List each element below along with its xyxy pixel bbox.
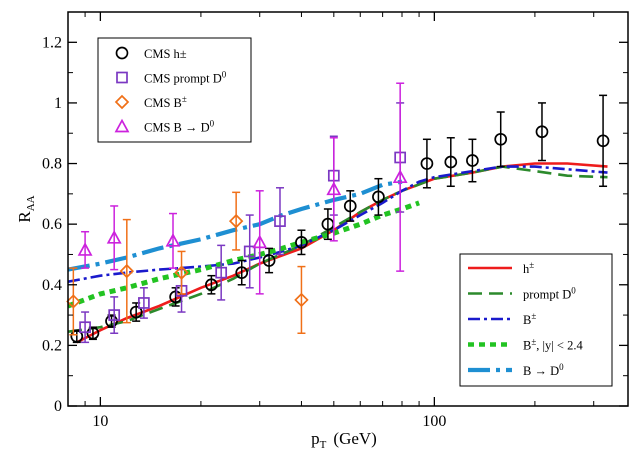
legend-label: B± — [523, 311, 536, 327]
data-point — [129, 305, 143, 319]
axes: 0 0.2 0.4 0.6 0.8 1 1.2 10 100 — [42, 12, 628, 430]
x-tick-label: 100 — [422, 413, 446, 430]
y-tick-label: 0.2 — [42, 337, 62, 354]
y-tick-label: 0 — [54, 398, 62, 415]
data-point — [294, 292, 309, 308]
legend-marker — [115, 46, 129, 60]
legend-marker — [114, 94, 130, 110]
legend-model-curves: h± prompt D0 B± B±, |y| < 2.4 B → D0 — [459, 253, 613, 387]
data-point — [326, 181, 342, 196]
data-point — [86, 326, 100, 340]
data-point — [274, 215, 286, 227]
data-point — [494, 132, 508, 146]
data-point — [66, 294, 81, 309]
data-point — [420, 157, 434, 170]
y-tick-label: 0.8 — [42, 156, 62, 173]
y-tick-label: 1 — [54, 95, 62, 112]
point-series-2 — [66, 191, 309, 336]
point-series-0 — [70, 94, 610, 344]
data-point — [205, 278, 218, 292]
data-point — [70, 329, 84, 343]
data-point — [119, 263, 135, 279]
data-point — [77, 242, 93, 256]
data-point — [343, 199, 357, 213]
legend-label: CMS B± — [144, 94, 187, 110]
legend-label: CMS B → D0 — [144, 119, 215, 135]
y-tick-label: 0.4 — [42, 277, 62, 294]
data-point — [372, 190, 385, 204]
y-tick-label: 0.6 — [42, 216, 62, 233]
data-point — [106, 230, 122, 244]
data-point — [596, 134, 610, 148]
legend-data-points: CMS h± CMS prompt D0 CMS B± CMS B → D0 — [97, 37, 252, 143]
data-points — [66, 82, 610, 344]
data-point — [165, 233, 181, 247]
y-tick-label: 1.2 — [42, 34, 62, 51]
data-point — [215, 266, 228, 279]
data-point — [108, 309, 121, 321]
x-tick-label: 10 — [92, 413, 108, 430]
data-point — [174, 265, 189, 280]
y-axis-title: RAA — [15, 195, 37, 222]
data-point — [444, 155, 458, 169]
x-axis-title: pT (GeV) — [311, 429, 377, 451]
legend-label: B±, |y| < 2.4 — [523, 337, 583, 353]
data-point — [138, 297, 150, 309]
legend-marker — [114, 118, 130, 133]
data-point — [262, 254, 276, 267]
model-curve-3 — [68, 200, 420, 309]
data-point — [392, 169, 408, 184]
data-point — [252, 234, 268, 249]
data-point — [105, 314, 118, 328]
data-point — [228, 213, 244, 229]
data-point — [535, 125, 549, 139]
point-series-3 — [77, 82, 408, 295]
legend-marker — [116, 71, 128, 84]
data-point — [243, 245, 256, 258]
legend-label: h± — [523, 260, 534, 276]
data-point — [466, 154, 479, 167]
legend-label: CMS prompt D0 — [144, 70, 227, 86]
legend-label: B → D0 — [523, 362, 564, 378]
data-point — [79, 321, 91, 334]
data-point — [295, 235, 308, 249]
legend-label: CMS h± — [144, 47, 187, 61]
legend-label: prompt D0 — [523, 286, 576, 302]
data-point — [235, 266, 249, 279]
plot-frame — [67, 11, 629, 407]
